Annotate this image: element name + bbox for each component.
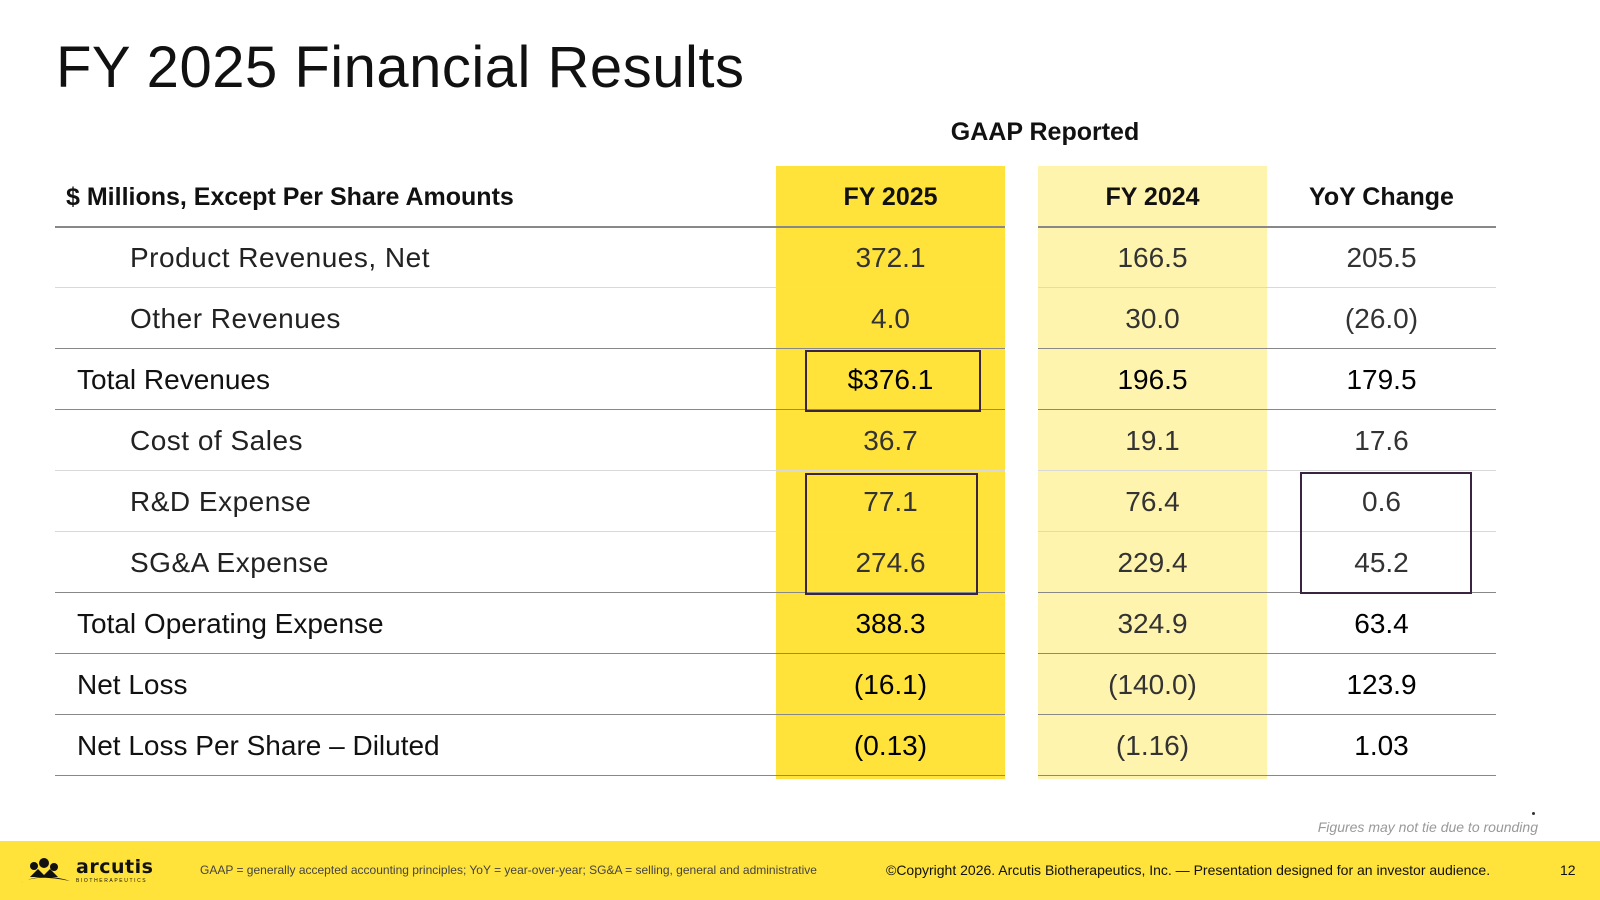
fy2025-value: 77.1 [863, 485, 918, 517]
row-label: Net Loss [77, 668, 188, 700]
yoy-value: 179.5 [1346, 363, 1417, 395]
fy2024-value: 76.4 [1125, 485, 1180, 517]
fy2025-value: 372.1 [855, 241, 926, 273]
table-row: Net Loss (16.1) (140.0) 123.9 [0, 654, 1600, 715]
logo-subtitle: BIOTHERAPEUTICS [76, 878, 148, 884]
row-label: R&D Expense [130, 485, 312, 517]
highlight-box-fy2025-expenses [805, 473, 978, 595]
row-label: Product Revenues, Net [130, 241, 430, 273]
fy2025-value: 274.6 [855, 546, 926, 578]
logo-wordmark: arcutis [76, 856, 154, 878]
arcutis-logo: arcutis BIOTHERAPEUTICS [18, 857, 153, 885]
row-label: Total Revenues [77, 363, 271, 395]
fy2025-value: 388.3 [855, 607, 926, 639]
header-divider [55, 226, 1005, 228]
header-divider [1038, 226, 1496, 228]
fy2024-value: 324.9 [1117, 607, 1188, 639]
table-row: Total Operating Expense 388.3 324.9 63.4 [0, 593, 1600, 654]
row-label: SG&A Expense [130, 546, 330, 578]
fy2025-column-background [776, 166, 1005, 779]
table-row: Total Revenues $376.1 196.5 179.5 [0, 349, 1600, 410]
table-header-fy2024: FY 2024 [1105, 182, 1200, 211]
row-label: Total Operating Expense [77, 607, 384, 639]
fy2025-value: $376.1 [847, 363, 934, 395]
fy2025-value: 4.0 [871, 302, 910, 334]
table-row: Other Revenues 4.0 30.0 (26.0) [0, 288, 1600, 349]
row-label: Other Revenues [130, 302, 341, 334]
row-label: Net Loss Per Share – Diluted [77, 729, 440, 761]
fy2024-value: 229.4 [1117, 546, 1188, 578]
fy2024-value: 19.1 [1125, 424, 1180, 456]
highlight-box-total-revenues [805, 350, 981, 412]
highlight-box-yoy-expenses [1300, 472, 1472, 594]
row-label: Cost of Sales [130, 424, 304, 456]
table-row: R&D Expense 77.1 76.4 0.6 [0, 471, 1600, 532]
fy2024-value: 30.0 [1125, 302, 1180, 334]
financial-table: Product Revenues, Net 372.1 166.5 205.5 … [0, 227, 1600, 776]
arcutis-logo-icon [20, 858, 70, 883]
fy2025-value: (0.13) [853, 729, 928, 761]
yoy-value: 123.9 [1346, 668, 1417, 700]
rounding-note: Figures may not tie due to rounding [1317, 819, 1538, 835]
yoy-value: 205.5 [1346, 241, 1417, 273]
yoy-value: (26.0) [1344, 302, 1419, 334]
table-header-label: $ Millions, Except Per Share Amounts [66, 182, 514, 211]
fy2025-value: 36.7 [863, 424, 918, 456]
yoy-value: 1.03 [1354, 729, 1409, 761]
table-header-fy2025: FY 2025 [843, 182, 938, 211]
table-row: Cost of Sales 36.7 19.1 17.6 [0, 410, 1600, 471]
fy2024-value: (140.0) [1108, 668, 1197, 700]
table-header-yoy-change: YoY Change [1309, 182, 1454, 211]
footer-bar: arcutis BIOTHERAPEUTICS GAAP = generally… [0, 841, 1600, 900]
page-title: FY 2025 Financial Results [56, 35, 745, 100]
table-row: Product Revenues, Net 372.1 166.5 205.5 [0, 227, 1600, 288]
yoy-value: 0.6 [1362, 485, 1401, 517]
fy2025-value: (16.1) [853, 668, 928, 700]
table-row: SG&A Expense 274.6 229.4 45.2 [0, 532, 1600, 593]
fy2024-column-background [1038, 166, 1267, 779]
yoy-value: 17.6 [1354, 424, 1409, 456]
fy2024-value: 166.5 [1117, 241, 1188, 273]
footer-definitions: GAAP = generally accepted accounting pri… [200, 863, 817, 877]
fy2024-value: 196.5 [1117, 363, 1188, 395]
yoy-value: 63.4 [1354, 607, 1409, 639]
page-number: 12 [1560, 862, 1576, 878]
table-row: Net Loss Per Share – Diluted (0.13) (1.1… [0, 715, 1600, 776]
yoy-value: 45.2 [1354, 546, 1409, 578]
gaap-reported-header: GAAP Reported [950, 118, 1140, 146]
decorative-dot [1532, 812, 1535, 815]
fy2024-value: (1.16) [1115, 729, 1190, 761]
footer-copyright: ©Copyright 2026. Arcutis Biotherapeutics… [886, 862, 1491, 878]
